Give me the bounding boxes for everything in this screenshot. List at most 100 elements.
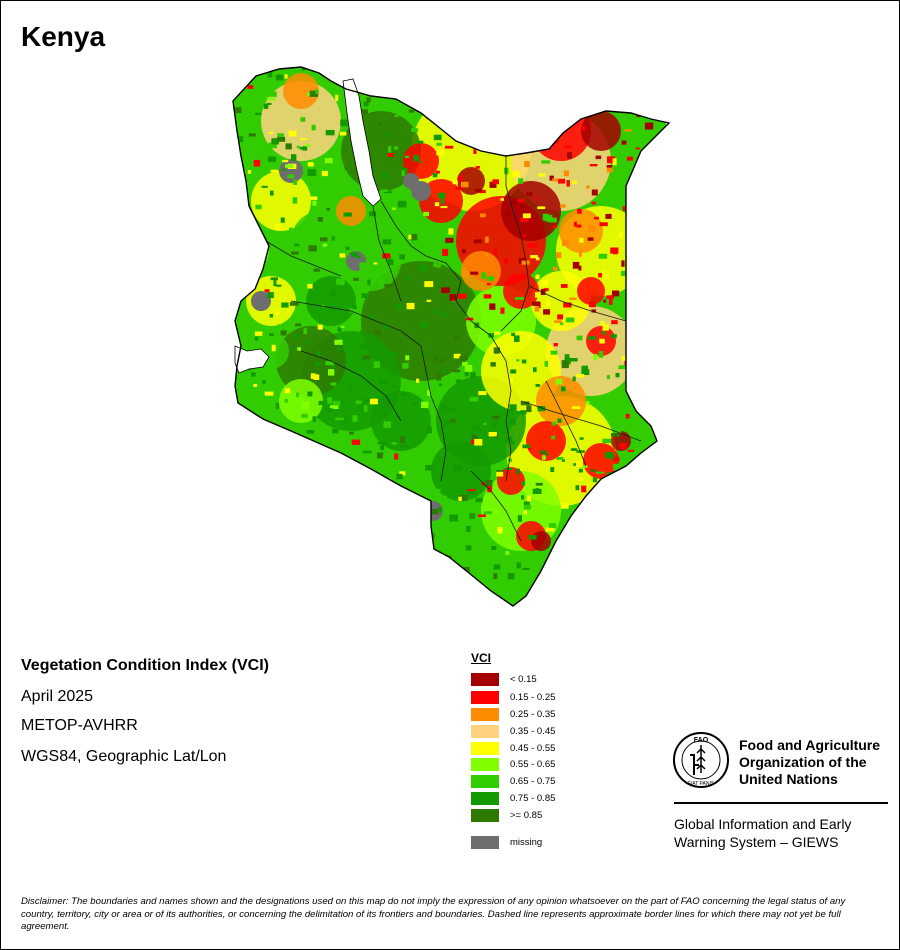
vci-pixel [369,523,378,526]
vci-pixel [509,404,517,411]
vci-pixel [275,402,279,410]
vci-pixel [518,178,524,184]
vci-pixel [376,598,385,604]
vci-pixel [570,448,578,451]
vci-pixel [275,74,284,81]
vci-pixel [374,567,383,570]
vci-pixel [549,175,554,181]
vci-pixel [332,400,341,406]
vci-pixel [404,155,410,158]
vci-pixel [453,353,461,359]
vci-pixel [254,336,259,341]
vci-pixel [313,374,320,380]
vci-pixel [280,217,285,223]
vci-pixel [550,350,558,355]
vci-patch [306,276,356,326]
vci-pixel [535,274,540,279]
vci-pixel [521,481,526,486]
vci-pixel [294,557,302,561]
vci-pixel [489,303,496,310]
vci-pixel [412,402,419,405]
vci-pixel [516,124,525,127]
vci-pixel [473,239,483,244]
vci-pixel [307,162,314,167]
vci-pixel [356,256,361,259]
vci-pixel [353,588,361,591]
vci-pixel [599,321,605,325]
vci-pixel [612,476,621,480]
vci-pixel [262,383,268,391]
vci-pixel [548,523,557,528]
vci-pixel [325,361,334,366]
vci-pixel [432,173,438,178]
vci-pixel [504,257,509,264]
vci-pixel [274,224,281,231]
vci-pixel [550,571,559,576]
vci-pixel [632,478,639,482]
admin-boundary [300,350,402,422]
vci-pixel [289,227,293,231]
vci-pixel [561,459,565,462]
vci-pixel [619,443,628,450]
vci-pixel [527,243,537,249]
vci-pixel [251,450,257,457]
vci-pixel [556,252,562,259]
vci-pixel [273,486,279,493]
vci-pixel [397,543,401,546]
vci-pixel [536,257,540,261]
vci-pixel [307,513,312,519]
vci-pixel [586,401,590,405]
vci-pixel [635,147,640,150]
vci-patch [233,233,269,269]
vci-pixel [389,517,394,524]
vci-pixel [355,400,362,404]
vci-pixel [288,130,297,137]
vci-pixel [541,160,551,164]
vci-pixel [416,378,420,383]
vci-pixel [449,99,453,104]
vci-pixel [302,146,308,151]
vci-pixel [271,344,276,352]
vci-pixel [516,468,520,475]
vci-pixel [339,249,344,253]
vci-pixel [458,175,463,182]
vci-pixel [559,322,564,325]
org-name-line: Food and Agriculture [739,737,881,753]
vci-pixel [461,270,468,277]
vci-pixel [276,472,284,475]
vci-pixel [438,506,442,513]
vci-pixel [642,539,651,547]
vci-pixel [443,87,447,92]
vci-pixel [335,94,339,102]
vci-pixel [626,403,632,410]
vci-pixel [571,406,581,409]
vci-pixel [303,328,307,335]
vci-pixel [440,206,448,209]
vci-pixel [372,68,379,72]
vci-pixel [377,122,382,125]
vci-pixel [424,600,432,606]
vci-pixel [370,478,374,485]
vci-pixel [353,597,358,601]
vci-pixel [426,91,434,96]
vci-pixel [354,242,359,249]
giews-label: Global Information and Early Warning Sys… [674,815,894,851]
vci-pixel [327,397,333,404]
vci-pixel [339,253,346,258]
vci-pixel [378,278,384,286]
vci-pixel [423,533,428,536]
vci-pixel [511,198,518,206]
vci-pixel [321,170,328,177]
vci-pixel [449,294,457,301]
vci-pixel [522,234,527,237]
vci-pixel [369,216,372,221]
vci-pixel [320,237,328,242]
vci-pixel [282,583,292,590]
vci-pixel [339,487,346,493]
vci-pixel [319,480,326,486]
vci-pixel [452,180,458,185]
vci-pixel [360,329,364,336]
vci-pixel [352,305,357,309]
admin-boundary [420,345,447,482]
vci-pixel [391,351,397,356]
